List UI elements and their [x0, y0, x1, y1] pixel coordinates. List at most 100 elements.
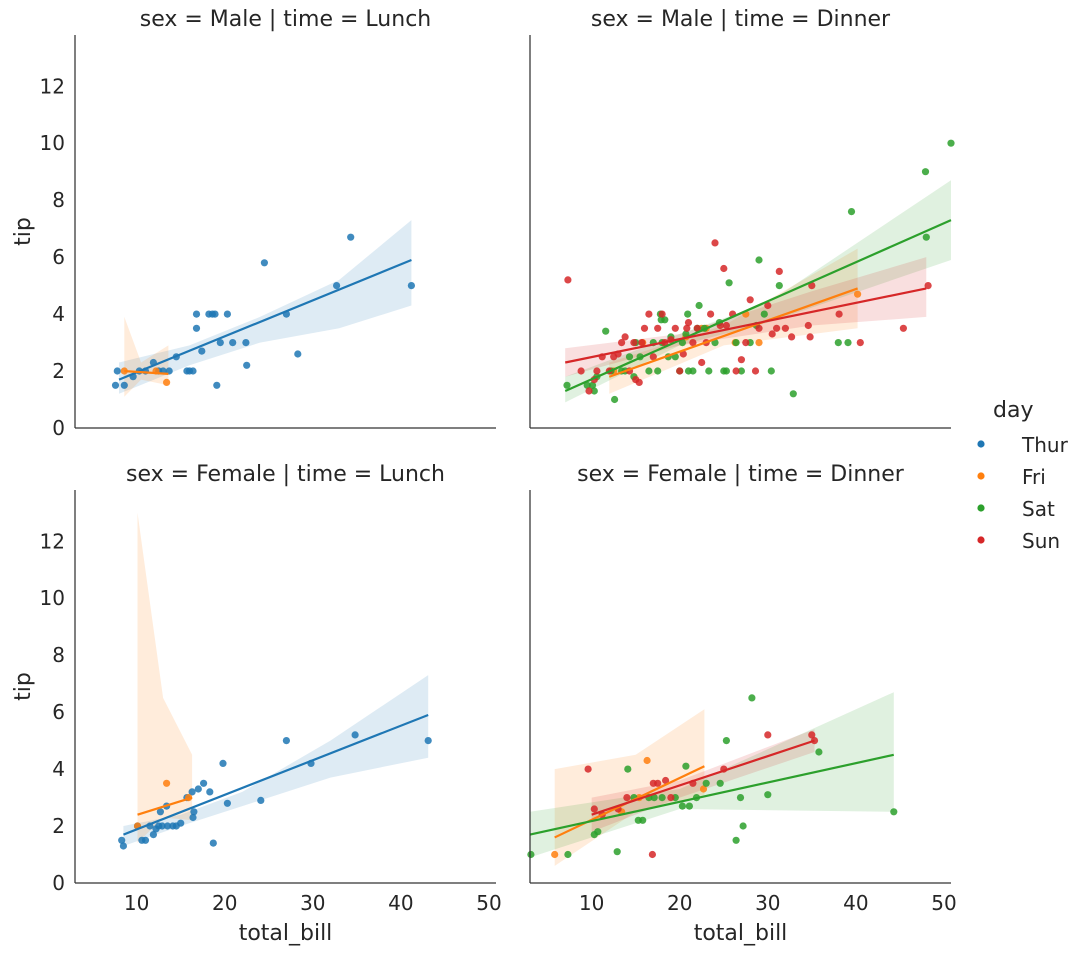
- data-point-sat: [775, 282, 783, 290]
- legend-marker-fri: [977, 472, 985, 480]
- facet-panel-2: sex = Male | time = Dinner: [529, 7, 955, 429]
- legend-label-thur: Thur: [1021, 433, 1069, 457]
- data-point-sat: [815, 748, 823, 756]
- y-axis-label: tip: [11, 217, 36, 246]
- data-point-sat: [705, 367, 713, 375]
- data-point-sun: [683, 324, 691, 332]
- x-tick-label: 10: [124, 891, 149, 915]
- data-point-sun: [808, 731, 816, 739]
- data-point-thur: [120, 381, 128, 389]
- confidence-band-sat: [565, 180, 951, 403]
- data-point-fri: [120, 367, 128, 375]
- data-point-sat: [658, 794, 666, 802]
- data-point-thur: [177, 819, 185, 827]
- data-point-sun: [773, 324, 781, 332]
- data-point-thur: [113, 367, 121, 375]
- data-point-sun: [737, 356, 746, 364]
- data-point-sat: [732, 339, 740, 347]
- x-tick-label: 20: [667, 891, 692, 915]
- y-tick-label: 2: [52, 359, 65, 383]
- data-point-fri: [643, 756, 651, 765]
- data-point-sat: [624, 765, 632, 773]
- data-point-sat: [590, 387, 598, 395]
- data-point-sat: [736, 794, 745, 802]
- legend-label-fri: Fri: [1022, 465, 1046, 489]
- data-point-sat: [725, 279, 733, 287]
- data-point-sun: [693, 324, 701, 332]
- data-point-sun: [698, 358, 706, 367]
- y-tick-label: 0: [52, 871, 65, 895]
- regression-line-fri: [608, 287, 859, 378]
- data-point-thur: [111, 381, 120, 389]
- confidence-band-sun: [591, 729, 815, 832]
- x-tick-label: 50: [476, 891, 501, 915]
- data-point-thur: [219, 759, 227, 768]
- data-point-sat: [625, 353, 634, 361]
- data-point-sun: [658, 310, 666, 318]
- regression-line-sun: [565, 287, 927, 364]
- data-point-sat: [602, 327, 610, 335]
- x-tick-label: 10: [579, 891, 604, 915]
- data-point-sun: [856, 339, 864, 347]
- data-point-thur: [189, 367, 197, 375]
- x-axis-label: total_bill: [694, 921, 788, 946]
- legend-marker-sun: [977, 536, 985, 544]
- x-axis-label: total_bill: [239, 921, 333, 946]
- data-point-thur: [188, 788, 196, 796]
- data-point-sat: [684, 310, 692, 318]
- data-point-sun: [835, 310, 843, 318]
- data-point-thur: [209, 839, 217, 847]
- data-point-sat: [716, 779, 724, 787]
- data-point-sun: [924, 282, 932, 290]
- data-point-fri: [163, 779, 171, 787]
- data-point-thur: [333, 282, 341, 290]
- data-point-sat: [678, 802, 687, 810]
- data-point-fri: [551, 850, 559, 859]
- data-point-sat: [650, 794, 658, 802]
- data-point-sun: [764, 731, 772, 739]
- data-point-sat: [527, 850, 535, 859]
- y-tick-label: 10: [40, 586, 65, 610]
- data-point-sat: [645, 367, 653, 375]
- panel-title: sex = Female | time = Lunch: [126, 462, 445, 487]
- regression-line-fri: [124, 369, 169, 375]
- data-point-thur: [190, 808, 198, 816]
- data-point-sun: [732, 367, 740, 375]
- data-point-thur: [223, 799, 231, 807]
- y-tick-label: 12: [40, 529, 65, 553]
- y-tick-label: 6: [52, 700, 65, 724]
- x-tick-label: 30: [300, 891, 325, 915]
- data-point-sat: [563, 381, 571, 389]
- legend-marker-thur: [977, 440, 985, 448]
- data-point-thur: [206, 788, 214, 796]
- data-point-thur: [424, 737, 432, 745]
- data-point-sun: [711, 239, 719, 247]
- data-point-sun: [577, 367, 585, 375]
- data-point-thur: [213, 381, 221, 389]
- panel-title: sex = Female | time = Dinner: [577, 462, 905, 487]
- data-point-thur: [407, 282, 415, 290]
- regression-line-thur: [118, 258, 412, 381]
- y-tick-label: 10: [40, 131, 65, 155]
- data-point-thur: [242, 339, 250, 347]
- data-point-sun: [623, 794, 631, 802]
- data-point-sun: [676, 367, 684, 375]
- data-point-thur: [257, 796, 265, 805]
- data-point-sat: [737, 367, 746, 375]
- legend-label-sun: Sun: [1022, 529, 1060, 553]
- y-tick-label: 2: [52, 814, 65, 838]
- data-point-thur: [198, 347, 206, 355]
- data-point-thur: [158, 822, 166, 830]
- regression-line-sat: [564, 219, 952, 392]
- data-point-sat: [639, 816, 647, 824]
- facet-panel-4: sex = Female | time = Dinner 10 20 30 40 50 to…: [527, 462, 957, 946]
- data-point-thur: [282, 737, 290, 745]
- data-point-sun: [775, 267, 783, 275]
- data-point-sun: [590, 805, 598, 813]
- data-point-sun: [810, 737, 819, 745]
- data-point-sun: [707, 310, 715, 318]
- y-axis-label: tip: [11, 672, 36, 701]
- data-point-sat: [764, 791, 772, 799]
- data-point-sun: [638, 339, 646, 347]
